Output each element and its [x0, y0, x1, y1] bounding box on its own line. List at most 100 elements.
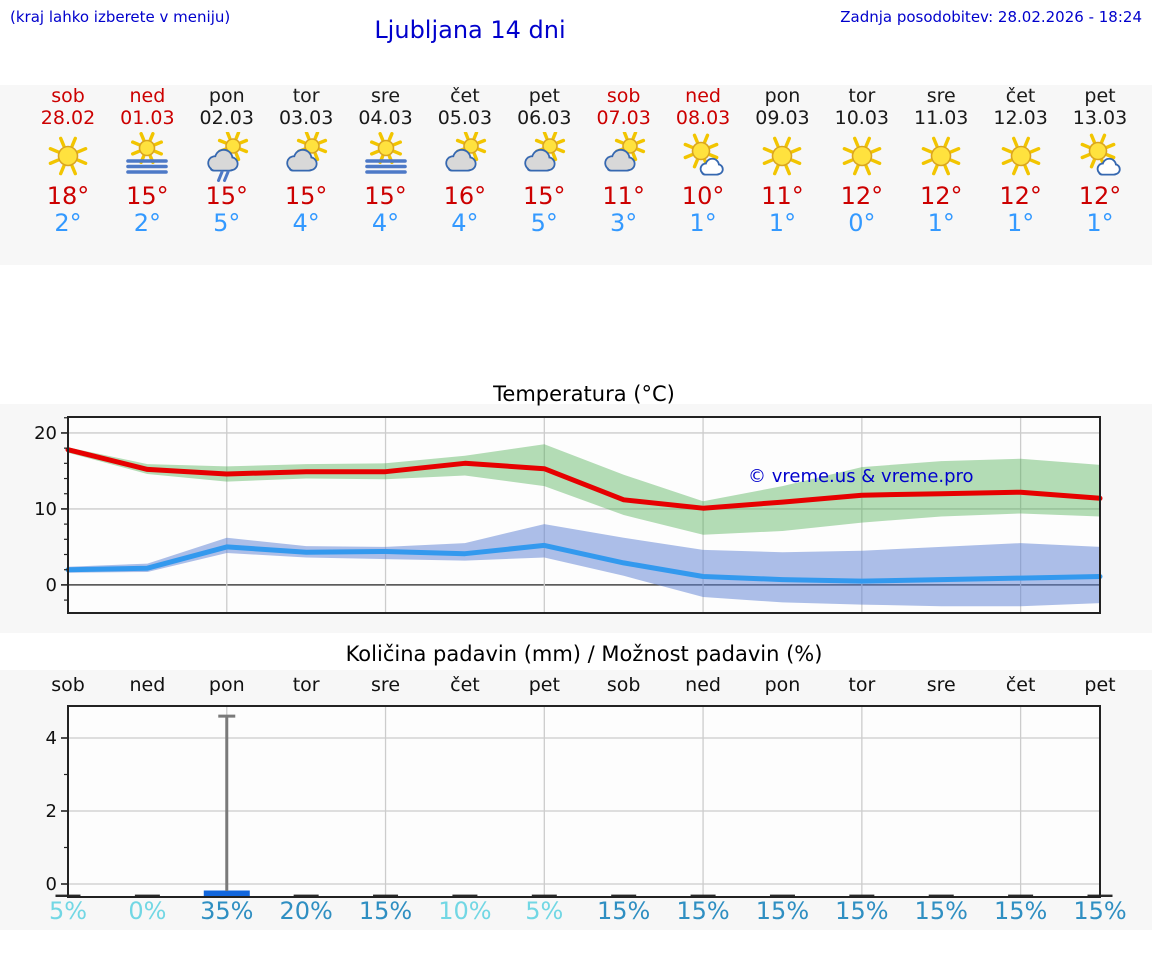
low-temperature: 5° — [530, 209, 558, 237]
day-date: 09.03 — [755, 107, 810, 129]
day-date: 11.03 — [914, 107, 969, 129]
forecast-day-column: pet 13.03 12° 1° — [1060, 85, 1139, 265]
precip-y-tick-label: 2 — [46, 801, 57, 822]
weather-icon — [280, 130, 332, 182]
high-temperature: 15° — [523, 182, 566, 210]
day-name: pon — [208, 85, 245, 107]
low-temperature: 4° — [371, 209, 400, 237]
precip-day-label: sre — [371, 674, 401, 696]
temperature-chart: 0 10 20 — [0, 405, 1152, 633]
forecast-day-column: ned 08.03 10° 1° — [663, 85, 742, 265]
weather-icon — [1074, 132, 1126, 182]
precip-day-label: sob — [51, 674, 85, 696]
forecast-day-column: čet 12.03 12° 1° — [981, 85, 1060, 265]
forecast-day-column: sre 04.03 15° 4° — [346, 85, 425, 265]
low-temperature: 4° — [451, 209, 479, 237]
precip-day-label: čet — [1005, 674, 1036, 696]
high-temperature: 11° — [602, 182, 645, 210]
page-title: Ljubljana 14 dni — [374, 16, 566, 44]
high-temperature: 12° — [919, 182, 963, 210]
precipitation-probability: 20% — [279, 897, 333, 925]
precip-day-label: tor — [292, 674, 320, 696]
low-temperature: 1° — [1006, 209, 1035, 237]
day-date: 12.03 — [993, 107, 1048, 129]
day-name: tor — [292, 85, 320, 107]
day-name: čet — [1005, 85, 1036, 107]
weather-icon — [121, 132, 173, 182]
precipitation-probability: 15% — [1073, 897, 1127, 925]
zero-precipitation-mark — [452, 894, 478, 897]
day-name: pon — [764, 85, 801, 107]
forecast-day-column: tor 03.03 15° 4° — [266, 85, 345, 265]
zero-precipitation-mark — [373, 894, 399, 897]
forecast-day-column: pet 06.03 15° 5° — [505, 85, 584, 265]
low-temperature: 1° — [689, 209, 717, 237]
precipitation-probability: 15% — [993, 897, 1048, 925]
low-temperature: 0° — [848, 209, 876, 237]
forecast-day-column: tor 10.03 12° 0° — [822, 85, 901, 265]
watermark: © vreme.us & vreme.pro — [748, 466, 974, 487]
day-name: pet — [528, 85, 560, 107]
precipitation-probability: 15% — [755, 897, 810, 925]
zero-precipitation-mark — [1008, 894, 1034, 897]
precipitation-bar — [203, 890, 250, 897]
temperature-plot: 0 10 20 — [34, 416, 1103, 614]
forecast-day-column: ned 01.03 15° 2° — [108, 85, 187, 265]
day-name: pet — [1084, 85, 1116, 107]
day-name: tor — [848, 85, 876, 107]
zero-precipitation-mark — [769, 894, 795, 897]
zero-precipitation-mark — [531, 894, 557, 897]
zero-precipitation-mark — [293, 894, 319, 897]
high-temperature: 18° — [46, 182, 90, 210]
day-date: 07.03 — [596, 107, 651, 129]
high-temperature: 12° — [840, 182, 884, 210]
temperature-chart-title: Temperatura (°C) — [493, 382, 675, 406]
precipitation-probability: 0% — [128, 897, 167, 925]
high-temperature: 11° — [761, 182, 804, 210]
precipitation-chart-title: Količina padavin (mm) / Možnost padavin … — [345, 642, 823, 666]
max-temperature-line — [65, 447, 1103, 511]
temp-y-tick-label: 10 — [34, 499, 57, 520]
weather-icon — [42, 132, 94, 182]
forecast-day-column: pon 02.03 15° 5° — [187, 85, 266, 265]
precipitation-probability: 10% — [438, 897, 492, 925]
day-date: 13.03 — [1072, 107, 1128, 129]
high-temperature: 16° — [443, 182, 487, 210]
low-temperature: 3° — [610, 209, 638, 237]
precipitation-chart: 0 2 4 — [0, 698, 1152, 903]
precip-day-label: pet — [1084, 674, 1116, 696]
weather-icon — [756, 132, 808, 182]
precipitation-probability: 15% — [914, 897, 968, 925]
high-temperature: 15° — [364, 182, 407, 210]
day-name: ned — [685, 85, 721, 107]
day-date: 28.02 — [40, 107, 96, 129]
weather-icon — [360, 132, 412, 182]
high-temperature: 12° — [999, 182, 1042, 210]
day-date: 10.03 — [834, 107, 890, 129]
low-temperature: 1° — [768, 209, 797, 237]
weather-icon — [439, 130, 491, 182]
precip-day-label: sob — [606, 674, 641, 696]
low-temperature: 2° — [133, 209, 161, 237]
precipitation-probability: 15% — [597, 897, 651, 925]
day-date: 08.03 — [675, 107, 731, 129]
precipitation-probability: 15% — [835, 897, 889, 925]
min-temperature-line — [65, 542, 1103, 584]
precipitation-probability: 15% — [676, 897, 730, 925]
high-temperature: 12° — [1078, 182, 1122, 210]
high-temperature: 15° — [284, 182, 328, 210]
min-temperature-range — [68, 524, 1100, 607]
precip-day-label: ned — [685, 674, 721, 696]
zero-precipitation-mark — [611, 894, 637, 897]
forecast-day-column: pon 09.03 11° 1° — [743, 85, 822, 265]
weather-icon — [677, 132, 729, 182]
precip-day-label: tor — [848, 674, 876, 696]
weather-icon — [518, 130, 570, 182]
temp-y-tick-label: 0 — [46, 575, 57, 596]
precip-day-label: čet — [450, 674, 480, 696]
precip-day-label: pet — [528, 674, 560, 696]
low-temperature: 1° — [927, 209, 955, 237]
day-date: 02.03 — [199, 107, 254, 129]
weather-icon — [836, 132, 888, 182]
day-date: 06.03 — [517, 107, 572, 129]
